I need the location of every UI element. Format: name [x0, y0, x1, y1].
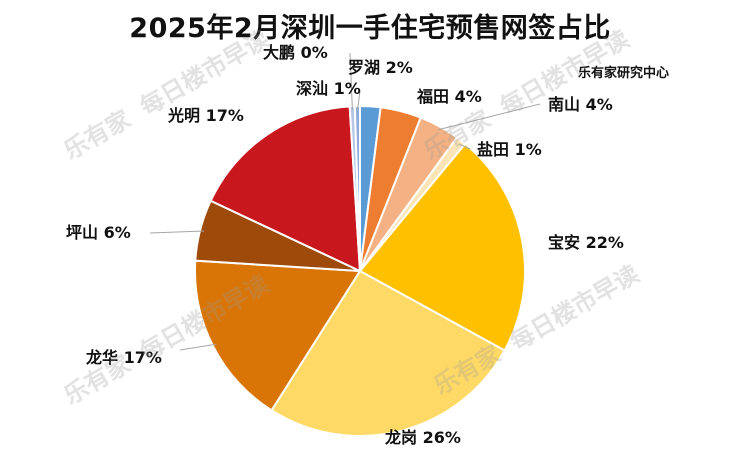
slice-label-3: 南山 4% — [548, 95, 613, 114]
slice-label-11: 深汕 1% — [296, 79, 361, 98]
source-note: 乐有家研究中心 — [578, 66, 670, 81]
leader-line-4 — [458, 143, 471, 150]
slice-label-2: 福田 4% — [416, 87, 482, 106]
svg-text:每日楼市早读: 每日楼市早读 — [505, 260, 644, 356]
slice-label-9: 光明 17% — [167, 106, 244, 125]
leader-line-8 — [149, 230, 205, 234]
slice-label-1: 罗湖 2% — [348, 58, 413, 77]
slice-label-4: 盐田 1% — [477, 140, 542, 159]
slice-label-5: 宝安 22% — [548, 233, 624, 252]
leader-line-7 — [179, 343, 217, 351]
pie-slice-6 — [270, 269, 506, 437]
pie-slice-11 — [353, 104, 361, 272]
slice-label-7: 龙华 17% — [85, 348, 162, 367]
chart-title: 2025年2月深圳一手住宅预售网签占比 — [129, 13, 611, 44]
pie-slice-9 — [209, 105, 362, 273]
slice-label-8: 坪山 6% — [66, 223, 131, 242]
leader-line-3 — [437, 103, 541, 131]
pie-slice-5 — [358, 142, 526, 352]
slice-label-6: 龙岗 26% — [384, 428, 461, 447]
leader-line-11 — [356, 90, 361, 111]
slice-label-10: 大鹏 0% — [263, 43, 328, 62]
svg-text:乐有家: 乐有家 — [59, 105, 135, 165]
pie-slice-7 — [194, 259, 362, 412]
leader-line-10 — [349, 52, 353, 111]
